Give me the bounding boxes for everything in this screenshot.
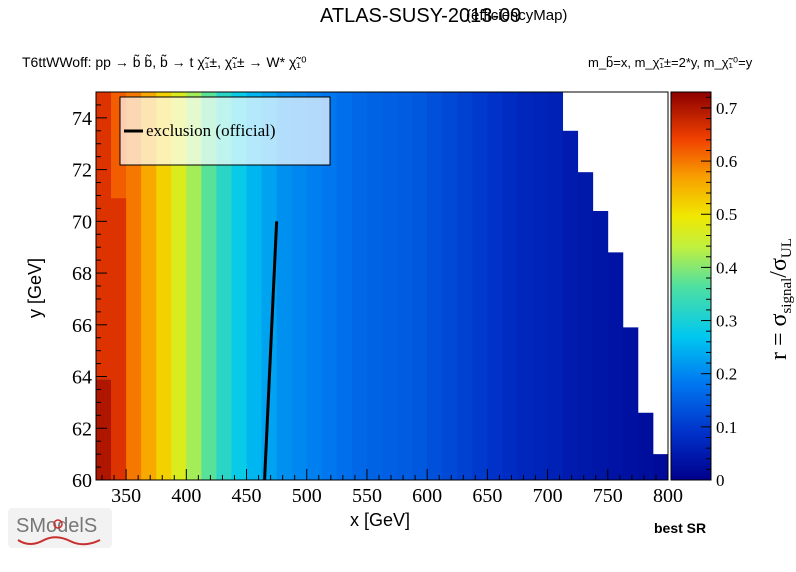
- y-axis-label: y [GeV]: [25, 258, 45, 318]
- heatmap-cell: [351, 92, 368, 480]
- heatmap-cell: [487, 92, 503, 480]
- heatmap-cell: [141, 92, 157, 480]
- heatmap-cell: [321, 92, 338, 480]
- x-tick-label: 550: [352, 485, 382, 507]
- heatmap-cell: [397, 92, 413, 480]
- x-tick-label: 650: [472, 485, 502, 507]
- x-tick-label: 350: [111, 485, 141, 507]
- y-tick-label: 72: [72, 160, 92, 182]
- y-tick-label: 64: [72, 367, 92, 389]
- colorbar-tick-label: 0.5: [716, 205, 737, 224]
- x-tick-label: 800: [653, 485, 683, 507]
- chart-title-tag: (efficiencyMap): [466, 7, 567, 24]
- heatmap-cell: [366, 92, 383, 480]
- process-label: T6ttWWoff: pp → b̃ b̃, b̃ → t χ̃₁±, χ̃₁±…: [22, 54, 307, 70]
- heatmap-cell: [246, 92, 262, 480]
- heatmap-cell: [382, 92, 398, 480]
- colorbar-tick-label: 0.4: [716, 258, 738, 277]
- heatmap-cell: [517, 92, 533, 480]
- chart-title: ATLAS-SUSY-2013-09: [320, 5, 521, 27]
- heatmap-cell: [577, 172, 594, 481]
- heatmap-cell: [126, 92, 142, 480]
- mass-relation-label: m_b̃=x, m_χ̃₁±=2*y, m_χ̃₁⁰=y: [588, 55, 753, 70]
- heatmap-cell: [502, 92, 518, 480]
- heatmap-cell: [201, 92, 217, 480]
- colorbar-label: r = σsignal/σUL: [766, 238, 795, 360]
- heatmap-cell: [562, 130, 579, 481]
- colorbar-tick-label: 0.1: [716, 418, 737, 437]
- legend-box: [119, 96, 331, 166]
- heatmap-cell: [457, 92, 473, 480]
- colorbar-tick-label: 0.2: [716, 365, 737, 384]
- colorbar-tick-label: 0.6: [716, 152, 737, 171]
- heatmap-cell: [186, 92, 202, 480]
- x-tick-label: 700: [533, 485, 563, 507]
- logo-text: SModelS: [16, 515, 97, 537]
- heatmap-cell: [291, 92, 308, 480]
- heatmap-cell: [652, 454, 669, 480]
- heatmap-cell: [547, 92, 564, 480]
- heatmap-cell: [231, 92, 247, 480]
- colorbar: [671, 92, 711, 480]
- x-axis-ticks: 350 400 450 500 550 600 650 700 750 800: [101, 469, 683, 507]
- exclusion-curve-layer: [263, 221, 279, 481]
- x-tick-label: 600: [412, 485, 442, 507]
- heatmap-cell: [472, 92, 488, 480]
- x-tick-label: 450: [232, 485, 262, 507]
- heatmap-cell: [306, 92, 323, 480]
- legend: exclusion (official): [119, 96, 331, 166]
- y-axis-ticks: 60 62 64 66 68 70 72 74: [72, 91, 107, 492]
- y-tick-label: 74: [72, 108, 92, 130]
- logo-curve-icon: [17, 536, 101, 546]
- best-sr-label: best SR: [654, 520, 706, 536]
- x-tick-label: 750: [593, 485, 623, 507]
- heatmap-cell: [156, 92, 172, 480]
- colorbar-tick-label: 0.3: [716, 312, 737, 331]
- heatmap-cell: [261, 92, 278, 480]
- y-tick-label: 68: [72, 263, 92, 285]
- heatmap-cell: [532, 92, 548, 480]
- heatmap-cell: [607, 252, 624, 480]
- heatmap-cells: [96, 92, 669, 481]
- heatmap-cell: [171, 92, 187, 480]
- colorbar-frame: [670, 91, 712, 481]
- x-tick-label: 400: [171, 485, 201, 507]
- heatmap-cell: [427, 92, 443, 480]
- heatmap-cell: [412, 92, 428, 480]
- heatmap-cell: [637, 412, 654, 480]
- smodels-logo: SModelS: [8, 508, 112, 548]
- y-tick-label: 62: [72, 418, 92, 440]
- legend-label-exclusion: exclusion (official): [146, 121, 276, 140]
- colorbar-tick-label: 0: [716, 471, 725, 490]
- heatmap-cell: [276, 92, 293, 480]
- heatmap-cell: [336, 92, 353, 480]
- heatmap-cell: [592, 210, 609, 480]
- heatmap-cell: [442, 92, 458, 480]
- logo-circle-icon: [53, 519, 63, 529]
- x-axis-label: x [GeV]: [350, 510, 410, 530]
- heatmap-cell: [96, 379, 112, 480]
- heatmap-cell: [96, 92, 112, 380]
- heatmap-cell: [216, 92, 232, 480]
- x-tick-label: 500: [292, 485, 322, 507]
- y-tick-label: 66: [72, 315, 92, 337]
- heatmap-cell: [111, 198, 127, 480]
- y-tick-label: 60: [72, 470, 92, 492]
- colorbar-ticks: 0 0.1 0.2 0.3 0.4 0.5 0.6 0.7: [701, 96, 738, 490]
- exclusion-line: [263, 221, 279, 481]
- y-tick-label: 70: [72, 211, 92, 233]
- heatmap-cell: [622, 327, 639, 480]
- colorbar-tick-label: 0.7: [716, 99, 738, 118]
